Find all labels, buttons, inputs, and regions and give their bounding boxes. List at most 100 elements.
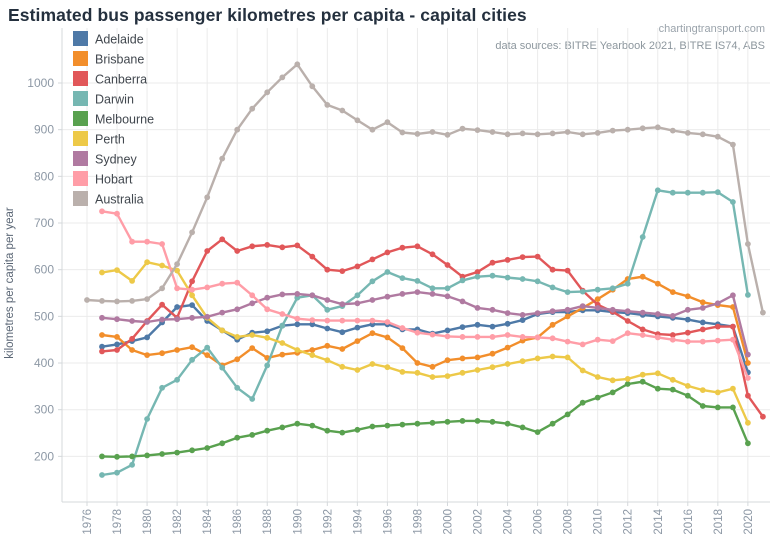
data-point-australia[interactable] (639, 125, 646, 132)
data-point-adelaide[interactable] (324, 325, 331, 332)
data-point-perth[interactable] (669, 376, 676, 383)
data-point-melbourne[interactable] (129, 453, 136, 460)
data-point-darwin[interactable] (474, 273, 481, 280)
data-point-perth[interactable] (249, 332, 256, 338)
data-point-brisbane[interactable] (669, 289, 676, 295)
series-line-perth[interactable] (100, 261, 750, 424)
data-point-darwin[interactable] (264, 362, 271, 369)
data-point-darwin[interactable] (144, 416, 151, 422)
data-point-perth[interactable] (264, 334, 271, 341)
data-point-australia[interactable] (414, 131, 421, 137)
data-point-melbourne[interactable] (294, 420, 301, 427)
data-point-darwin[interactable] (519, 276, 526, 282)
data-point-brisbane[interactable] (99, 332, 105, 338)
data-point-perth[interactable] (459, 369, 466, 376)
data-point-canberra[interactable] (714, 323, 721, 330)
data-point-adelaide[interactable] (504, 320, 511, 327)
data-point-brisbane[interactable] (354, 338, 361, 344)
series-australia[interactable] (84, 61, 766, 316)
data-point-melbourne[interactable] (669, 386, 676, 393)
data-point-australia[interactable] (504, 131, 511, 138)
data-point-hobart[interactable] (354, 317, 361, 324)
data-point-melbourne[interactable] (324, 427, 331, 434)
data-point-melbourne[interactable] (730, 404, 736, 411)
data-point-hobart[interactable] (639, 332, 646, 338)
data-point-melbourne[interactable] (309, 422, 316, 429)
data-point-canberra[interactable] (309, 253, 316, 260)
data-point-brisbane[interactable] (279, 351, 286, 358)
data-point-adelaide[interactable] (309, 321, 316, 328)
series-line-adelaide[interactable] (100, 303, 750, 374)
data-point-melbourne[interactable] (444, 418, 451, 425)
data-point-brisbane[interactable] (159, 350, 166, 357)
data-point-perth[interactable] (609, 377, 616, 384)
data-point-brisbane[interactable] (429, 363, 436, 370)
data-point-sydney[interactable] (474, 305, 481, 311)
data-point-australia[interactable] (699, 131, 706, 138)
data-point-hobart[interactable] (459, 334, 466, 340)
data-point-melbourne[interactable] (549, 420, 556, 427)
data-point-melbourne[interactable] (474, 418, 481, 424)
data-point-canberra[interactable] (474, 269, 481, 275)
legend-item-adelaide[interactable]: Adelaide (73, 31, 144, 47)
data-point-melbourne[interactable] (459, 418, 466, 424)
data-point-darwin[interactable] (99, 472, 105, 478)
data-point-hobart[interactable] (489, 334, 496, 340)
data-point-darwin[interactable] (654, 187, 661, 194)
data-point-australia[interactable] (324, 102, 331, 108)
data-point-australia[interactable] (444, 131, 451, 138)
data-point-sydney[interactable] (399, 291, 406, 297)
data-point-brisbane[interactable] (309, 347, 316, 353)
series-line-australia[interactable] (85, 63, 765, 314)
data-point-darwin[interactable] (444, 285, 451, 292)
data-point-canberra[interactable] (699, 326, 706, 333)
data-point-darwin[interactable] (399, 275, 406, 281)
data-point-sydney[interactable] (429, 291, 436, 297)
data-point-sydney[interactable] (444, 293, 451, 300)
data-point-darwin[interactable] (639, 234, 646, 240)
data-point-hobart[interactable] (369, 317, 376, 324)
data-point-adelaide[interactable] (699, 319, 706, 326)
data-point-melbourne[interactable] (684, 392, 691, 399)
data-point-canberra[interactable] (730, 323, 736, 330)
data-point-canberra[interactable] (219, 236, 226, 243)
data-point-darwin[interactable] (714, 189, 721, 196)
data-point-hobart[interactable] (474, 334, 481, 340)
data-point-adelaide[interactable] (189, 302, 196, 308)
data-point-melbourne[interactable] (249, 432, 256, 438)
data-point-australia[interactable] (609, 127, 616, 134)
data-point-sydney[interactable] (414, 289, 421, 295)
data-point-perth[interactable] (339, 363, 346, 370)
data-point-sydney[interactable] (504, 310, 511, 316)
data-point-canberra[interactable] (504, 257, 511, 263)
data-point-sydney[interactable] (99, 314, 105, 321)
data-point-australia[interactable] (114, 298, 120, 305)
data-point-australia[interactable] (309, 83, 316, 90)
data-point-brisbane[interactable] (654, 280, 661, 287)
data-point-sydney[interactable] (354, 300, 361, 307)
data-point-darwin[interactable] (730, 199, 736, 205)
data-point-adelaide[interactable] (684, 316, 691, 323)
data-point-perth[interactable] (745, 419, 751, 426)
data-point-sydney[interactable] (745, 351, 751, 358)
data-point-darwin[interactable] (745, 292, 751, 298)
data-point-brisbane[interactable] (745, 360, 751, 366)
data-point-brisbane[interactable] (684, 293, 691, 300)
data-point-melbourne[interactable] (609, 389, 616, 396)
data-point-perth[interactable] (99, 269, 105, 276)
data-point-perth[interactable] (714, 389, 721, 396)
series-canberra[interactable] (99, 236, 766, 420)
series-sydney[interactable] (99, 289, 751, 358)
data-point-australia[interactable] (760, 309, 766, 316)
data-point-australia[interactable] (624, 126, 631, 133)
data-point-canberra[interactable] (99, 348, 105, 355)
data-point-sydney[interactable] (654, 311, 661, 317)
data-point-australia[interactable] (474, 127, 481, 133)
data-point-perth[interactable] (444, 373, 451, 379)
data-point-perth[interactable] (474, 367, 481, 373)
data-point-canberra[interactable] (264, 242, 271, 248)
data-point-hobart[interactable] (549, 335, 556, 342)
data-point-hobart[interactable] (519, 334, 526, 340)
data-point-sydney[interactable] (730, 292, 736, 299)
data-point-australia[interactable] (354, 117, 361, 124)
